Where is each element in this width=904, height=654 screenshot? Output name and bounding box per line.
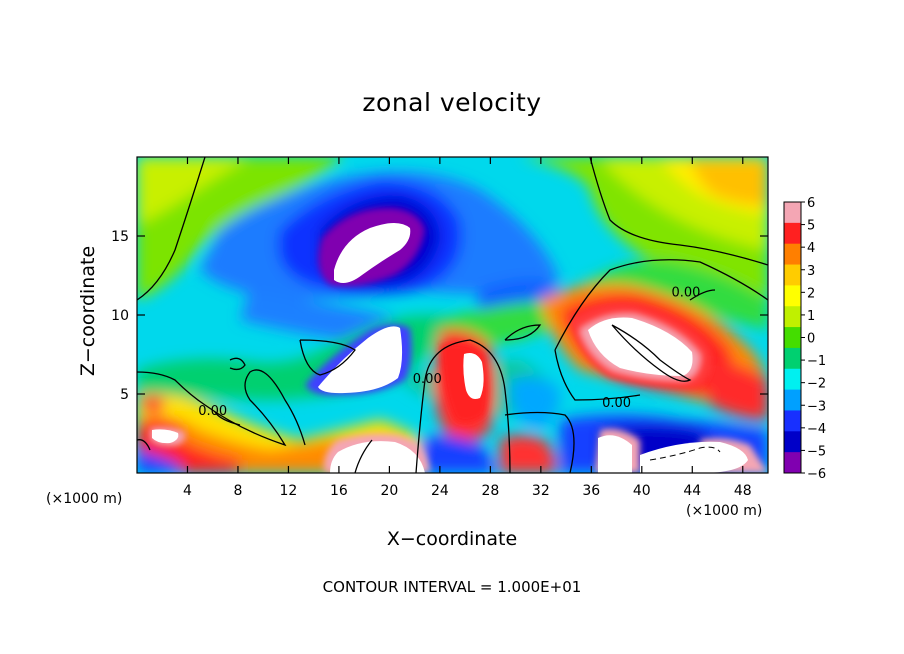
x-axis-label: X−coordinate [386,528,518,550]
chart-title: zonal velocity [362,88,542,117]
colorbar-tick-label: −4 [807,422,826,437]
colorbar-swatch [784,389,801,411]
x-tick-label: 36 [582,483,600,499]
colorbar-swatch [784,306,801,328]
contour-value-label: 0.00 [198,404,227,419]
colorbar-tick-label: −3 [807,399,826,414]
colorbar-tick-label: 6 [807,196,815,211]
colorbar-swatch [784,222,801,245]
colorbar-tick-label: 2 [807,286,815,301]
colorbar: 6 5 4 3 2 1 0 −1 −2 −3 −4 −5 −6 [783,196,826,482]
x-unit-label-left: (×1000 m) [46,491,123,507]
contour-value-label: 0.00 [413,372,442,387]
y-tick-label: 10 [111,308,129,324]
colorbar-swatch [784,264,801,286]
colorbar-tick-label: −6 [807,467,826,482]
x-tick-label: 8 [233,483,242,499]
colorbar-swatch [784,285,801,307]
colorbar-swatch [784,347,801,370]
colorbar-tick-label: −2 [807,377,826,392]
colorbar-swatch [784,410,801,432]
x-tick-label: 28 [481,483,499,499]
x-tick-label: 24 [431,483,449,499]
colorbar-swatch [784,243,801,266]
contour-value-label: 0.00 [671,285,700,300]
x-tick-label: 16 [330,483,348,499]
x-tick-label: 48 [734,483,752,499]
contour-value-label: 0.00 [602,396,631,411]
colorbar-tick-label: −5 [807,444,826,459]
colorbar-swatch [784,368,801,391]
x-tick-label: 44 [683,483,701,499]
x-axis: 4 8 12 16 20 24 28 32 36 40 44 48 [183,157,752,499]
colorbar-swatch [784,431,801,453]
colorbar-tick-label: 4 [807,241,815,256]
y-tick-label: 5 [120,387,129,403]
colorbar-swatch [784,327,801,349]
x-tick-label: 32 [532,483,550,499]
y-axis: 5 10 15 [111,229,768,403]
x-tick-label: 20 [380,483,398,499]
contour-interval-note: CONTOUR INTERVAL = 1.000E+01 [322,578,582,596]
colorbar-swatch [784,452,801,474]
colorbar-tick-label: 0 [807,332,815,347]
colorbar-tick-label: −1 [807,354,826,369]
contour-labels: 0.00 0.00 0.00 0.00 [198,285,700,419]
colorbar-tick-label: 1 [807,309,815,324]
x-tick-label: 4 [183,483,192,499]
y-axis-label: Z−coordinate [77,245,99,377]
x-tick-label: 12 [280,483,298,499]
colorbar-swatch [784,202,801,224]
x-tick-label: 40 [633,483,651,499]
colorbar-tick-label: 3 [807,264,815,279]
x-unit-label-right: (×1000 m) [686,503,763,519]
y-tick-label: 15 [111,229,129,245]
colorbar-tick-label: 5 [807,219,815,234]
velocity-field [137,157,768,473]
